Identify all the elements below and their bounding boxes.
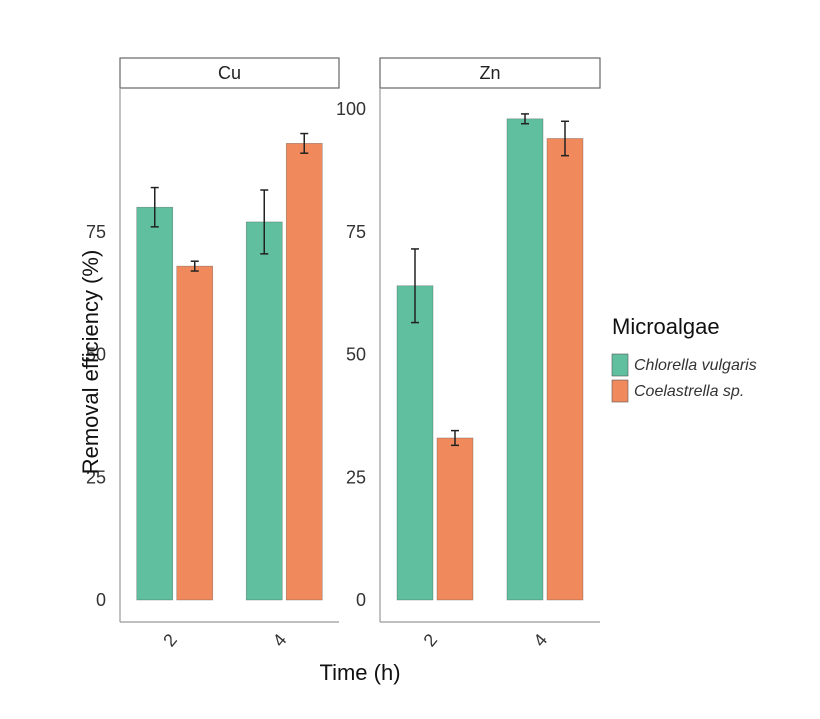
y-axis-title: Removal efficiency (%) [78, 250, 103, 475]
facet-panel-cu: Cu 0 25 50 75 2 4 [86, 57, 340, 651]
bar [396, 285, 434, 601]
y-tick-label: 25 [86, 467, 106, 487]
y-tick-label: 75 [346, 222, 366, 242]
bar [546, 138, 584, 601]
legend: Microalgae Chlorella vulgaris Coelastrell… [611, 314, 757, 403]
x-tick-label: 2 [420, 630, 442, 651]
bar [136, 206, 174, 601]
legend-swatch [611, 353, 629, 377]
bar [506, 118, 544, 601]
facet-strip-label: Cu [218, 63, 241, 83]
facet-panel-zn: Zn 0 25 50 75 100 2 4 [336, 57, 601, 651]
legend-items: Chlorella vulgaris Coelastrella sp. [611, 353, 757, 403]
y-tick-label: 0 [96, 590, 106, 610]
x-tick-label: 4 [530, 630, 552, 651]
facet-strip-cu [119, 57, 340, 89]
bar [285, 143, 323, 601]
y-tick-label: 0 [356, 590, 366, 610]
legend-title: Microalgae [612, 314, 720, 339]
facet-strip-zn [379, 57, 601, 89]
y-tick-label: 25 [346, 467, 366, 487]
legend-label: Coelastrella sp. [634, 383, 744, 400]
legend-label: Chlorella vulgaris [634, 357, 757, 374]
bar [245, 221, 283, 601]
y-tick-label: 75 [86, 222, 106, 242]
y-tick-label: 50 [86, 345, 106, 365]
facets: Cu 0 25 50 75 2 4 Zn 0 25 50 75 100 2 4 [86, 57, 601, 651]
y-tick-label: 50 [346, 345, 366, 365]
legend-swatch [611, 379, 629, 403]
x-tick-label: 2 [159, 630, 181, 651]
x-axis-title: Time (h) [319, 660, 400, 685]
bar [436, 437, 474, 601]
x-tick-label: 4 [269, 630, 291, 651]
y-tick-label: 100 [336, 99, 366, 119]
facet-strip-label: Zn [479, 63, 500, 83]
bar [176, 265, 214, 601]
